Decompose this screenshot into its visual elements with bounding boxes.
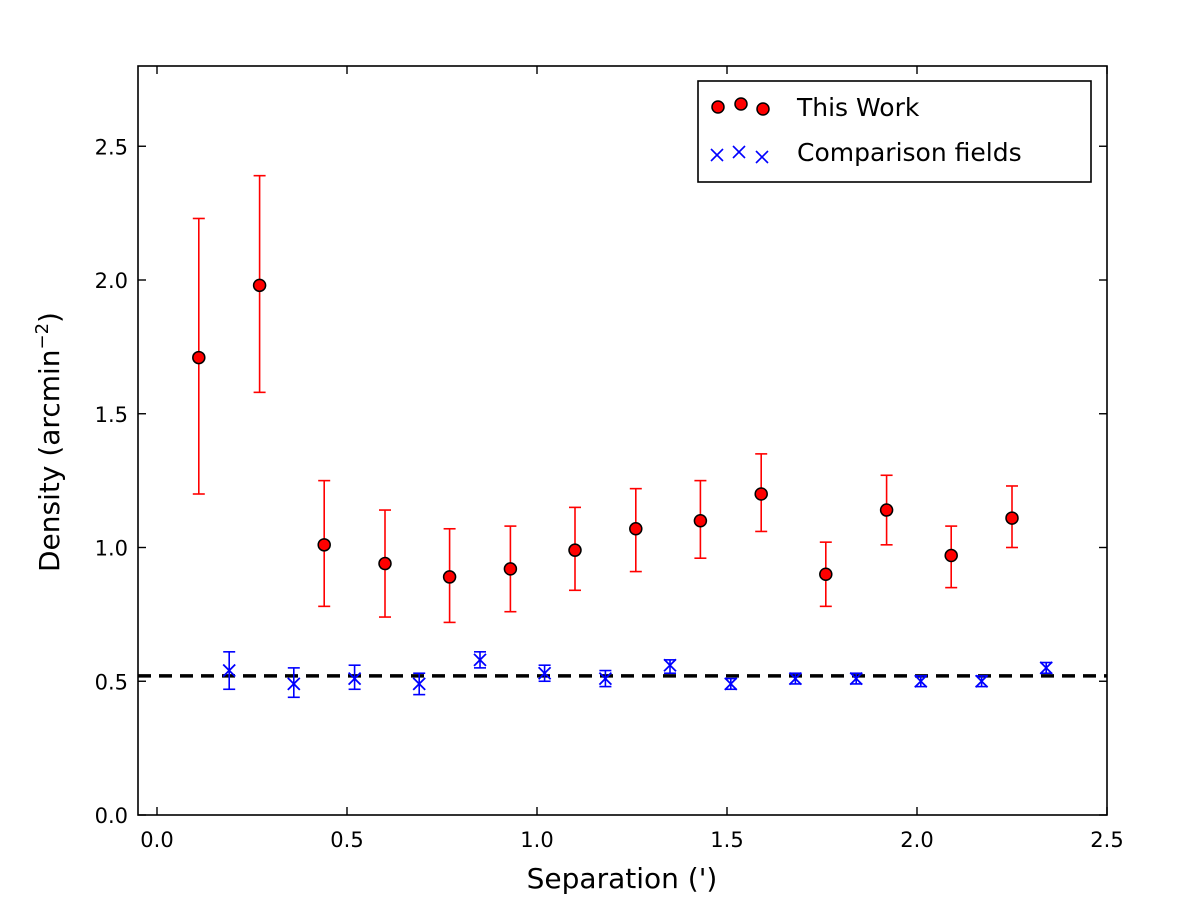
data-point bbox=[347, 671, 362, 686]
data-point bbox=[914, 674, 928, 688]
data-point bbox=[849, 671, 863, 686]
y-axis-label-superscript: −2 bbox=[32, 323, 53, 350]
data-point bbox=[879, 503, 894, 517]
data-point bbox=[192, 350, 206, 365]
data-point bbox=[222, 663, 236, 678]
x-tick-label: 1.0 bbox=[520, 828, 553, 852]
data-point bbox=[629, 522, 643, 536]
x-axis-label: Separation (') bbox=[527, 862, 718, 895]
plot-frame bbox=[137, 65, 1108, 816]
data-point-stroke bbox=[537, 666, 552, 680]
data-point-stroke bbox=[412, 677, 426, 691]
data-point-stroke bbox=[849, 671, 863, 686]
data-point bbox=[754, 487, 768, 501]
data-point-stroke bbox=[1039, 661, 1053, 675]
legend-this-work-marker-2 bbox=[734, 97, 748, 111]
y-tick-label: 1.5 bbox=[95, 403, 128, 427]
data-point bbox=[378, 556, 392, 571]
data-point bbox=[693, 514, 708, 528]
legend-label-comparison-fields: Comparison fields bbox=[797, 138, 1022, 167]
data-point bbox=[317, 538, 331, 552]
data-point-stroke bbox=[724, 677, 738, 691]
data-point bbox=[412, 677, 426, 691]
x-tick-label: 0.5 bbox=[330, 828, 363, 852]
y-tick-label: 0.0 bbox=[95, 804, 128, 828]
legend: This Work Comparison fields bbox=[697, 80, 1092, 183]
data-point-stroke bbox=[663, 658, 677, 672]
data-point-stroke bbox=[222, 663, 236, 678]
x-tick-label: 2.5 bbox=[1090, 828, 1123, 852]
legend-comparison-marker-2 bbox=[732, 145, 746, 159]
legend-this-work-marker-1 bbox=[711, 100, 725, 114]
series-this-work bbox=[192, 174, 1019, 624]
data-point-stroke bbox=[473, 653, 487, 667]
data-point bbox=[252, 278, 267, 293]
data-point bbox=[1005, 511, 1019, 525]
legend-this-work-marker-3 bbox=[756, 102, 770, 116]
legend-comparison-marker-3 bbox=[755, 150, 769, 164]
data-point bbox=[568, 543, 582, 557]
data-point-stroke bbox=[347, 671, 362, 686]
x-tick-label: 0.0 bbox=[140, 828, 173, 852]
data-point bbox=[663, 658, 677, 672]
data-point bbox=[537, 666, 552, 680]
y-axis-label-close: ) bbox=[33, 312, 66, 323]
series-comparison-fields bbox=[222, 651, 1053, 699]
data-point bbox=[473, 653, 487, 667]
data-point-stroke bbox=[914, 674, 928, 688]
y-tick-label: 2.5 bbox=[95, 135, 128, 159]
data-point-stroke bbox=[788, 671, 803, 686]
data-point bbox=[287, 677, 301, 691]
legend-label-this-work: This Work bbox=[796, 93, 920, 122]
data-point bbox=[974, 674, 989, 688]
y-tick-label: 0.5 bbox=[95, 670, 128, 694]
data-point bbox=[598, 671, 613, 686]
data-point bbox=[944, 548, 958, 563]
y-axis-label-main: Density (arcmin bbox=[33, 349, 66, 572]
legend-comparison-marker-1 bbox=[710, 148, 724, 162]
data-point bbox=[1039, 661, 1053, 675]
x-tick-label: 1.5 bbox=[710, 828, 743, 852]
y-tick-label: 1.0 bbox=[95, 537, 128, 561]
data-point bbox=[819, 567, 833, 581]
data-point bbox=[442, 570, 457, 584]
series-layer bbox=[192, 174, 1053, 699]
y-axis-label: Density (arcmin−2) bbox=[32, 312, 66, 572]
data-point bbox=[724, 677, 738, 691]
ticks-layer: 0.0 0.5 1.0 1.5 2.0 2.5 0.0 0.5 1.0 1.5 2.0 2.5 bbox=[95, 66, 1124, 852]
legend-frame bbox=[697, 80, 1092, 183]
y-tick-label: 2.0 bbox=[95, 269, 128, 293]
data-point bbox=[788, 671, 803, 686]
x-tick-label: 2.0 bbox=[900, 828, 933, 852]
data-point-stroke bbox=[287, 677, 301, 691]
data-point bbox=[503, 562, 518, 576]
data-point-stroke bbox=[598, 671, 613, 686]
data-point-stroke bbox=[974, 674, 989, 688]
